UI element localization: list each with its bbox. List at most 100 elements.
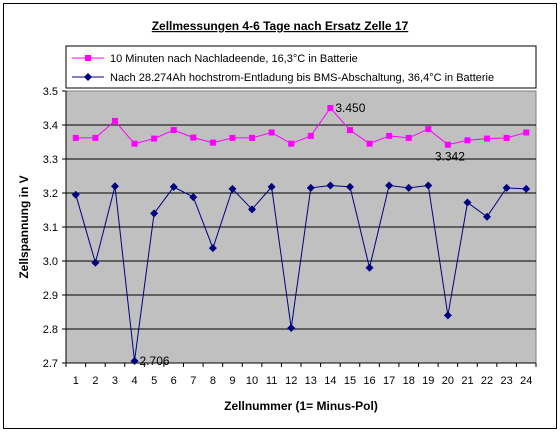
x-tick-label: 20	[442, 375, 454, 387]
data-point	[365, 263, 374, 272]
x-tick-label: 7	[190, 375, 196, 387]
data-point	[404, 183, 413, 192]
x-tick-label: 23	[501, 375, 513, 387]
data-label: 3.342	[435, 150, 465, 164]
data-labels: 3.450 3.342 2.706	[140, 101, 466, 368]
data-point	[503, 134, 510, 141]
data-point	[366, 140, 373, 147]
x-tick-label: 4	[131, 375, 137, 387]
series-1	[72, 105, 530, 148]
legend-label-series-1: 10 Minuten nach Nachladeende, 16,3°C in …	[110, 53, 358, 65]
data-point	[288, 140, 295, 147]
x-tick-label: 18	[403, 375, 415, 387]
series-line	[75, 184, 527, 362]
data-point	[327, 105, 334, 111]
data-point	[483, 212, 492, 221]
y-tick-label: 3.0	[43, 256, 58, 268]
x-axis-title: Zellnummer (1= Minus-Pol)	[224, 399, 378, 413]
data-label: 2.706	[140, 354, 170, 368]
data-point	[523, 129, 530, 136]
legend-marker-square	[85, 55, 91, 61]
y-tick-label: 3.2	[43, 188, 58, 200]
data-point	[385, 181, 394, 190]
data-point	[71, 190, 80, 199]
data-point	[72, 134, 79, 141]
x-tick-label: 2	[92, 375, 98, 387]
x-tick-label: 1	[73, 375, 79, 387]
x-tick-label: 13	[305, 375, 317, 387]
x-tick-label: 17	[383, 375, 395, 387]
x-tick-label: 6	[171, 375, 177, 387]
data-point	[208, 244, 217, 253]
data-point	[268, 129, 275, 136]
data-point	[307, 132, 314, 139]
data-point	[484, 135, 491, 142]
data-point	[151, 135, 158, 142]
data-point	[443, 311, 452, 320]
data-point	[424, 181, 433, 190]
data-point	[131, 140, 138, 147]
y-tick-label: 2.7	[43, 358, 58, 370]
x-tick-label: 11	[266, 375, 277, 387]
data-point	[345, 182, 354, 191]
x-tick-label: 22	[481, 375, 493, 387]
data-point	[169, 182, 178, 191]
data-point	[287, 323, 296, 332]
legend: 10 Minuten nach Nachladeende, 16,3°C in …	[65, 45, 537, 89]
x-tick-label: 16	[363, 375, 375, 387]
data-point	[306, 183, 315, 192]
data-point	[228, 184, 237, 193]
data-point	[92, 134, 99, 141]
y-tick-label: 3.1	[43, 222, 58, 234]
data-point	[229, 134, 236, 141]
data-point	[386, 132, 393, 139]
series-2	[71, 181, 531, 365]
x-tick-label: 19	[422, 375, 434, 387]
y-tick-label: 3.4	[43, 120, 58, 132]
data-point	[502, 183, 511, 192]
data-point	[110, 182, 119, 191]
y-tick-label: 2.9	[43, 290, 58, 302]
data-point	[170, 127, 177, 134]
data-point	[464, 137, 471, 144]
x-tick-label: 8	[210, 375, 216, 387]
data-point	[522, 184, 531, 193]
data-point	[209, 139, 216, 146]
y-tick-label: 2.8	[43, 324, 58, 336]
series	[71, 105, 531, 365]
x-tick-label: 10	[246, 375, 258, 387]
x-tick-label: 15	[344, 375, 356, 387]
data-point	[248, 205, 257, 214]
data-point	[405, 134, 412, 141]
x-tick-label: 24	[520, 375, 532, 387]
y-tick-label: 3.5	[43, 86, 58, 98]
data-label: 3.450	[335, 101, 365, 115]
data-point	[130, 356, 139, 365]
data-point	[150, 209, 159, 218]
data-point	[444, 141, 451, 148]
x-tick-label: 12	[285, 375, 297, 387]
x-tick-label: 14	[324, 375, 336, 387]
data-point	[326, 181, 335, 190]
data-point	[267, 182, 276, 191]
legend-box	[65, 45, 537, 89]
x-tick-labels: 1 2 3 4 5 6 7 8 9 10 11 12 13 14 15 16 17 18 19 20 21 22 23 24	[65, 363, 537, 387]
series-line	[75, 107, 527, 146]
data-point	[111, 117, 118, 124]
data-point	[91, 258, 100, 267]
x-tick-label: 9	[229, 375, 235, 387]
y-tick-labels: 2.7 2.8 2.9 3.0 3.1 3.2 3.3 3.4 3.5	[43, 86, 66, 370]
legend-label-series-2: Nach 28.274Ah hochstrom-Entladung bis BM…	[110, 72, 494, 84]
data-point	[189, 193, 198, 202]
x-tick-label: 5	[151, 375, 157, 387]
data-point	[425, 126, 432, 133]
x-tick-label: 3	[112, 375, 118, 387]
data-point	[190, 134, 197, 141]
legend-marker-diamond	[84, 73, 92, 81]
y-axis-title: Zellspannung in V	[17, 175, 31, 278]
chart-title: Zellmessungen 4-6 Tage nach Ersatz Zelle…	[152, 19, 409, 33]
data-point	[346, 127, 353, 134]
data-point	[463, 198, 472, 207]
